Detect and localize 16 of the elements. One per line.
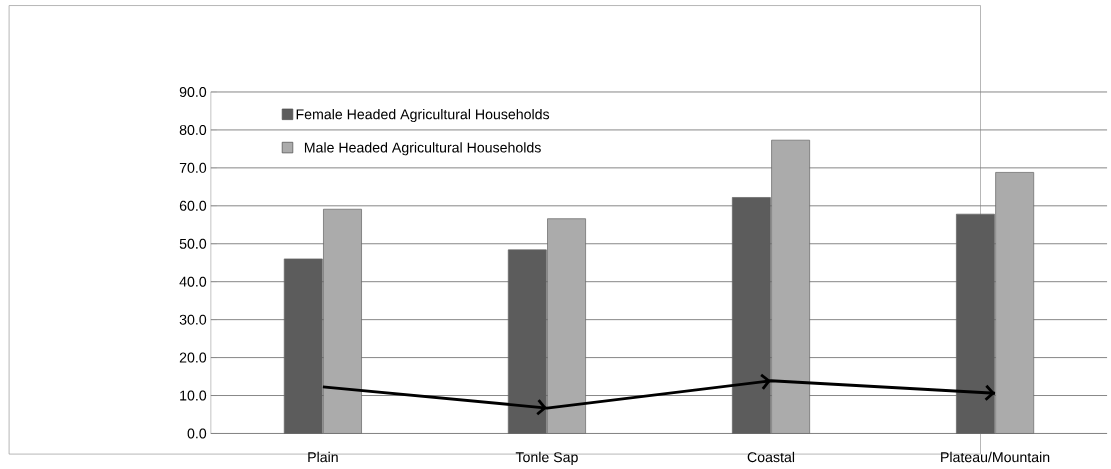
legend-label: Male Headed Agricultural Households [304, 142, 541, 156]
y-tick-label: 60.0 [179, 200, 207, 211]
y-tick-label: 20.0 [179, 352, 207, 363]
y-tick-label: 50.0 [179, 238, 207, 249]
x-tick-label: Plain [308, 451, 338, 463]
legend-label: Female Headed Agricultural Households [296, 108, 550, 123]
x-tick-label: Plateau/Mountain [941, 451, 1050, 463]
y-tick-label: 10.0 [180, 390, 207, 401]
y-tick-label: 70.0 [179, 162, 207, 173]
x-tick-label: Coastal [747, 451, 795, 463]
y-tick-label: 30.0 [179, 314, 207, 325]
x-tick-label: Tonle Sap [515, 451, 578, 466]
y-tick-label: 80.0 [179, 124, 207, 135]
y-tick-label: 40.0 [179, 276, 207, 287]
y-tick-label: 0.0 [187, 428, 207, 439]
y-tick-label: 90.0 [179, 87, 207, 98]
